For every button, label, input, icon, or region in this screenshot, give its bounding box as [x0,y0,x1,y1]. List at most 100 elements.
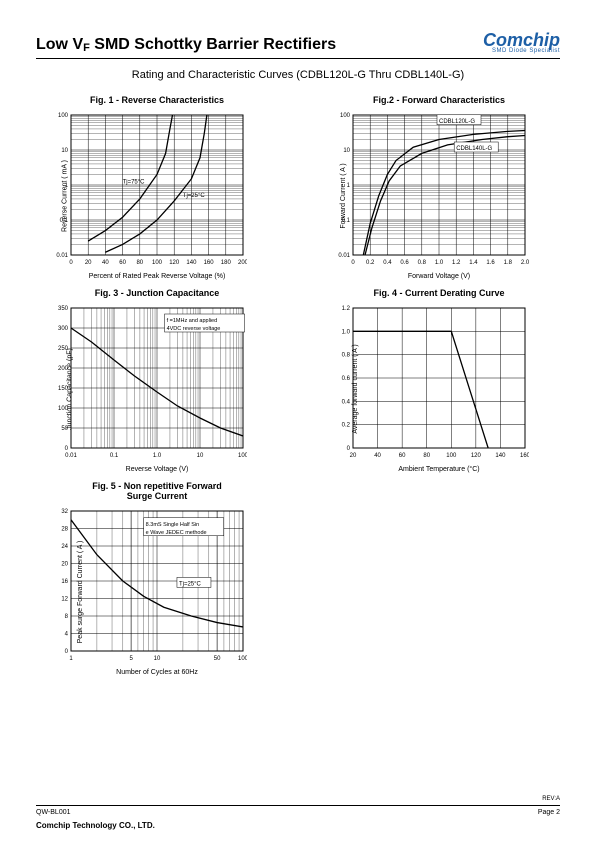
svg-text:1: 1 [347,183,351,189]
svg-text:160: 160 [204,260,215,266]
svg-text:80: 80 [136,260,143,266]
svg-text:0.4: 0.4 [342,400,351,406]
header: Low VF SMD Schottky Barrier Rectifiers C… [36,32,560,59]
svg-text:1.0: 1.0 [153,453,162,459]
svg-text:Tj=25°C: Tj=25°C [183,193,206,199]
fig4-ylabel: Average forward current ( A ) [352,344,359,433]
fig1-xlabel: Percent of Rated Peak Reverse Voltage (%… [47,273,267,280]
title-suffix: SMD Schottky Barrier Rectifiers [90,36,336,53]
title-prefix: Low V [36,36,83,53]
fig5-xlabel: Number of Cycles at 60Hz [47,669,267,676]
rev-label: REV:A [542,796,560,802]
svg-text:0.8: 0.8 [418,260,427,266]
svg-text:1.6: 1.6 [486,260,495,266]
fig5-chart: Peak surge Forward Current ( A ) 1510501… [47,507,267,676]
logo: Comchip SMD Diode Specialist [483,32,560,54]
svg-text:0.6: 0.6 [400,260,409,266]
svg-text:1: 1 [69,656,73,662]
svg-text:CDBL140L-G: CDBL140L-G [456,146,492,152]
svg-text:8.3mS Single Half Sin: 8.3mS Single Half Sin [146,522,200,528]
svg-text:40: 40 [374,453,381,459]
svg-text:CDBL120L-G: CDBL120L-G [439,119,475,125]
svg-text:1.4: 1.4 [469,260,478,266]
svg-text:Tj=75°C: Tj=75°C [123,180,146,186]
svg-text:0.8: 0.8 [342,353,351,359]
fig1-ylabel: Reverse Current ( mA ) [61,160,68,232]
svg-text:4: 4 [65,632,69,638]
fig3-cell: Fig. 3 - Junction Capacitance Junction C… [36,288,278,473]
fig2-xlabel: Forward Voltage (V) [329,273,549,280]
svg-text:1.0: 1.0 [342,330,351,336]
svg-text:32: 32 [61,509,68,515]
fig2-chart: Forward Current ( A ) 00.20.40.60.81.01.… [329,111,549,280]
svg-text:0: 0 [69,260,73,266]
svg-text:100: 100 [58,113,69,119]
svg-text:1.0: 1.0 [435,260,444,266]
fig3-title: Fig. 3 - Junction Capacitance [36,288,278,298]
svg-text:5: 5 [129,656,133,662]
fig3-xlabel: Reverse Voltage (V) [47,466,267,473]
svg-text:350: 350 [58,306,69,312]
fig1-title: Fig. 1 - Reverse Characteristics [36,95,278,105]
svg-text:0: 0 [351,260,355,266]
svg-text:50: 50 [214,656,221,662]
fig4-cell: Fig. 4 - Current Derating Curve Average … [318,288,560,473]
svg-text:8: 8 [65,614,69,620]
footer: QW-BL001 Page 2 [36,805,560,816]
svg-text:e Wave JEDEC methode: e Wave JEDEC methode [146,530,207,536]
subtitle: Rating and Characteristic Curves (CDBL12… [36,69,560,81]
svg-text:10: 10 [343,148,350,154]
logo-main: Comchip [483,32,560,48]
svg-text:0.4: 0.4 [383,260,392,266]
fig2-cell: Fig.2 - Forward Characteristics Forward … [318,95,560,280]
svg-text:0.6: 0.6 [342,376,351,382]
svg-text:f =1MHz and applied: f =1MHz and applied [167,318,218,324]
svg-text:1.2: 1.2 [342,306,351,312]
fig3-chart: Junction Capacitance (pF) 0.010.11.01010… [47,304,267,473]
svg-text:60: 60 [119,260,126,266]
footer-company: Comchip Technology CO., LTD. [36,821,155,830]
svg-text:0.01: 0.01 [56,253,68,259]
fig1-cell: Fig. 1 - Reverse Characteristics Reverse… [36,95,278,280]
fig1-chart: Reverse Current ( mA ) 02040608010012014… [47,111,267,280]
svg-text:140: 140 [495,453,506,459]
svg-text:0: 0 [65,446,69,452]
charts-grid: Fig. 1 - Reverse Characteristics Reverse… [36,95,560,676]
svg-text:80: 80 [423,453,430,459]
fig4-title: Fig. 4 - Current Derating Curve [318,288,560,298]
svg-text:140: 140 [186,260,197,266]
page-title: Low VF SMD Schottky Barrier Rectifiers [36,36,336,54]
fig5-cell: Fig. 5 - Non repetitive Forward Surge Cu… [36,481,278,676]
svg-text:4VDC reverse voltage: 4VDC reverse voltage [167,326,221,332]
footer-page: Page 2 [538,809,560,816]
svg-text:16: 16 [61,579,68,585]
svg-text:120: 120 [471,453,482,459]
svg-text:0.01: 0.01 [65,453,77,459]
svg-text:28: 28 [61,527,68,533]
logo-sub: SMD Diode Specialist [483,48,560,54]
svg-text:0: 0 [65,649,69,655]
fig5-ylabel: Peak surge Forward Current ( A ) [77,540,84,643]
svg-text:12: 12 [61,597,68,603]
svg-text:2.0: 2.0 [521,260,529,266]
fig3-ylabel: Junction Capacitance (pF) [66,348,73,430]
fig4-chart: Average forward current ( A ) 20 40 60 80 10… [329,304,549,473]
svg-text:0.2: 0.2 [366,260,375,266]
svg-text:100: 100 [446,453,457,459]
svg-text:20: 20 [350,453,357,459]
svg-text:Tj=25°C: Tj=25°C [179,582,202,588]
title-sub: F [83,42,90,54]
svg-text:100: 100 [238,656,247,662]
svg-text:60: 60 [399,453,406,459]
svg-text:100: 100 [152,260,163,266]
svg-text:1.2: 1.2 [452,260,461,266]
svg-text:200: 200 [238,260,247,266]
svg-text:300: 300 [58,326,69,332]
svg-text:0.01: 0.01 [338,253,350,259]
svg-text:24: 24 [61,544,68,550]
svg-text:20: 20 [85,260,92,266]
svg-text:20: 20 [61,562,68,568]
svg-text:40: 40 [102,260,109,266]
svg-text:1.8: 1.8 [504,260,513,266]
svg-text:10: 10 [197,453,204,459]
